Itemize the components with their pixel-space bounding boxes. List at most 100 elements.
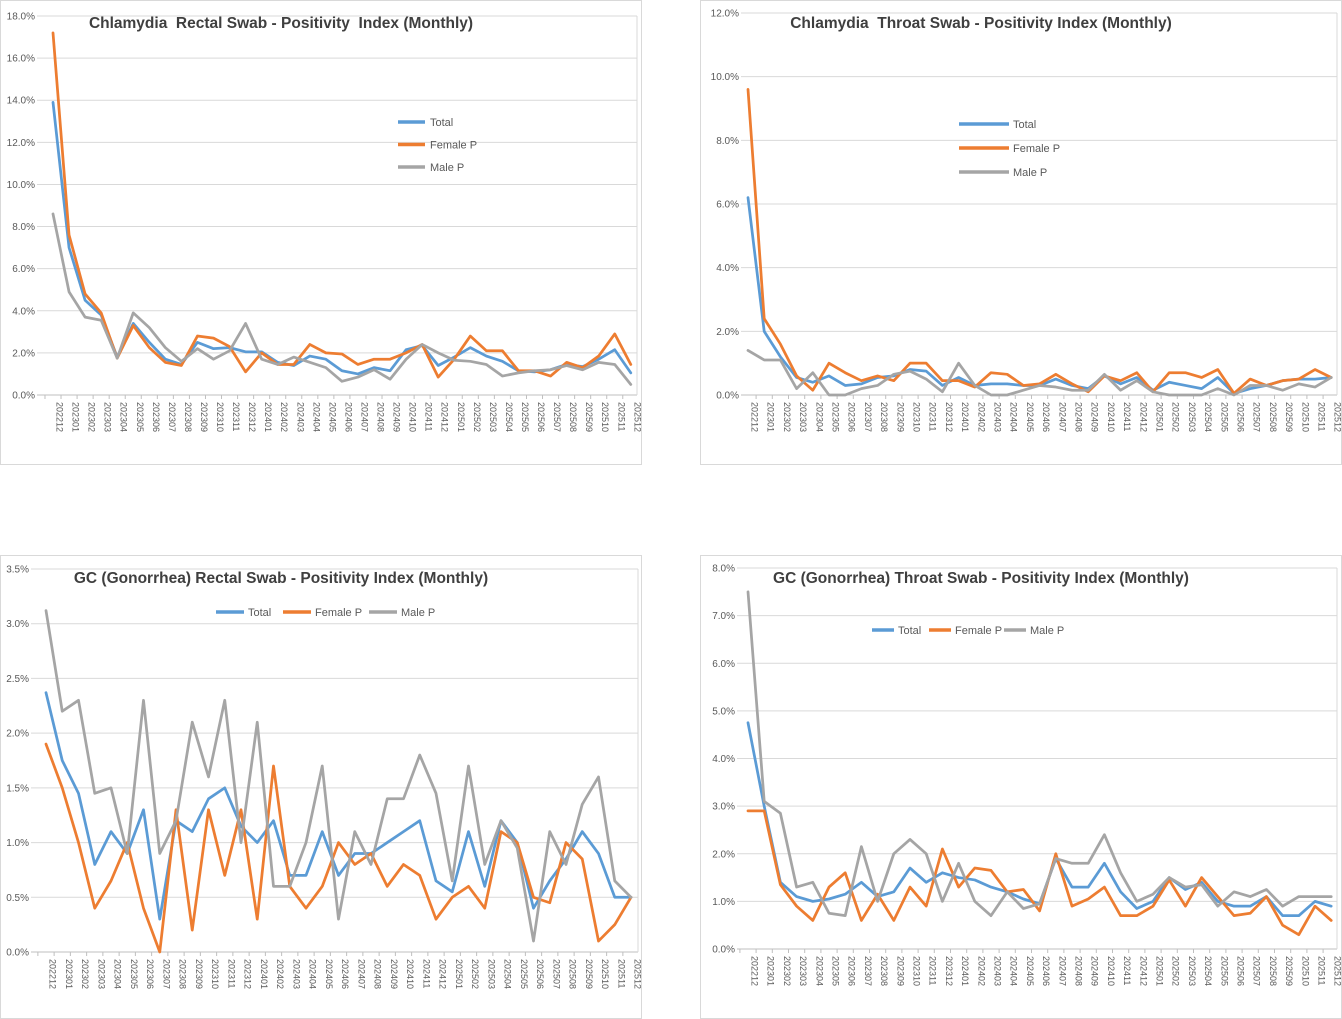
x-axis-tick-label: 202412 bbox=[438, 959, 448, 989]
y-axis-tick-label: 6.0% bbox=[12, 264, 35, 275]
x-axis-tick-label: 202302 bbox=[782, 956, 792, 986]
series-line-female-p bbox=[51, 31, 633, 379]
x-axis-tick-label: 202307 bbox=[167, 402, 177, 432]
x-axis-tick-label: 202301 bbox=[71, 402, 81, 432]
y-axis-tick-label: 18.0% bbox=[7, 12, 35, 23]
x-axis-tick-label: 202304 bbox=[814, 402, 824, 432]
x-axis-tick-label: 202506 bbox=[536, 402, 546, 432]
chart-title-chlamydia-rectal: Chlamydia Rectal Swab - Positivity Index… bbox=[88, 15, 474, 32]
x-axis-tick-label: 202503 bbox=[1187, 956, 1197, 986]
series-line-female-p bbox=[746, 809, 1333, 937]
x-axis-tick-label: 202408 bbox=[376, 402, 386, 432]
x-axis-tick-label: 202504 bbox=[1203, 402, 1213, 432]
chart-chlamydia-throat[interactable]: 0.0% 2.0% 4.0% 6.0% 8.0% 10.0% 12.0% 202212 2023… bbox=[700, 0, 1342, 465]
x-axis-tick-label: 202509 bbox=[584, 402, 594, 432]
x-axis-tick-label: 202404 bbox=[311, 402, 321, 432]
legend-label-total: Total bbox=[898, 625, 921, 637]
x-axis-tick-label: 202307 bbox=[863, 956, 873, 986]
x-axis-tick-label: 202311 bbox=[231, 402, 241, 431]
x-axis-tick-label: 202501 bbox=[456, 402, 466, 432]
chart-title-chlamydia-throat: Chlamydia Throat Swab - Positivity Index… bbox=[790, 15, 1172, 32]
x-axis-tick-label: 202304 bbox=[119, 402, 129, 432]
series-line-male-p bbox=[746, 349, 1333, 397]
x-axis-tick-label: 202404 bbox=[1009, 956, 1019, 986]
x-axis-tick-label: 202511 bbox=[616, 402, 626, 431]
x-axis-tick-label: 202505 bbox=[1219, 402, 1229, 432]
y-axis-tick-label: 6.0% bbox=[712, 659, 735, 670]
x-axis-tick-label: 202510 bbox=[600, 402, 610, 432]
x-axis-tick-label: 202212 bbox=[750, 402, 760, 432]
x-axis-tick-label: 202401 bbox=[960, 402, 970, 432]
x-axis-tick-label: 202403 bbox=[993, 402, 1003, 432]
x-axis-tick-label: 202403 bbox=[291, 959, 301, 989]
x-axis-tick-label: 202511 bbox=[1317, 402, 1327, 431]
x-axis-tick-label: 202302 bbox=[80, 959, 90, 989]
x-axis-tick-label: 202406 bbox=[1041, 402, 1051, 432]
x-axis-tick-label: 202404 bbox=[308, 959, 318, 989]
x-axis-tick-label: 202305 bbox=[831, 956, 841, 986]
y-axis-tick-label: 0.0% bbox=[12, 391, 35, 402]
chart-title-gc-throat: GC (Gonorrhea) Throat Swab - Positivity … bbox=[773, 570, 1189, 587]
x-axis-tick-label: 202308 bbox=[183, 402, 193, 432]
x-axis-tick-label: 202410 bbox=[408, 402, 418, 432]
legend-label-female-p: Female P bbox=[430, 140, 477, 152]
legend-label-male-p: Male P bbox=[401, 607, 435, 619]
x-axis-tick-label: 202405 bbox=[1025, 402, 1035, 432]
y-axis-tick-label: 3.0% bbox=[712, 802, 735, 813]
legend-label-male-p: Male P bbox=[1030, 625, 1064, 637]
y-axis-tick-label: 3.0% bbox=[6, 619, 29, 630]
series-line-total bbox=[746, 721, 1333, 918]
x-axis-tick-label: 202511 bbox=[616, 959, 626, 988]
x-axis-tick-label: 202303 bbox=[96, 959, 106, 989]
x-axis-tick-label: 202402 bbox=[275, 959, 285, 989]
x-axis-tick-label: 202508 bbox=[1268, 402, 1278, 432]
x-axis-tick-label: 202411 bbox=[424, 402, 434, 431]
x-axis-tick-label: 202403 bbox=[295, 402, 305, 432]
x-axis-tick-label: 202308 bbox=[879, 402, 889, 432]
y-axis-tick-label: 8.0% bbox=[12, 222, 35, 233]
x-axis-tick-label: 202509 bbox=[1284, 956, 1294, 986]
chart-gc-rectal[interactable]: 0.0% 0.5% 1.0% 1.5% 2.0% 2.5% 3.0% 3.5% 202212 20… bbox=[0, 555, 642, 1019]
y-axis-tick-label: 0.0% bbox=[712, 945, 735, 956]
x-axis-tick-label: 202504 bbox=[503, 959, 513, 989]
y-axis-tick-label: 4.0% bbox=[716, 263, 739, 274]
x-axis-tick-label: 202409 bbox=[1090, 956, 1100, 986]
x-axis-tick-label: 202405 bbox=[324, 959, 334, 989]
x-axis-tick-label: 202305 bbox=[129, 959, 139, 989]
x-axis-tick-label: 202312 bbox=[247, 402, 257, 432]
x-axis-tick-label: 202502 bbox=[470, 959, 480, 989]
x-axis-tick-label: 202501 bbox=[1155, 956, 1165, 986]
x-axis-tick-label: 202401 bbox=[960, 956, 970, 986]
x-axis-tick-label: 202301 bbox=[766, 956, 776, 986]
x-axis-tick-label: 202310 bbox=[912, 956, 922, 986]
y-axis-tick-label: 3.5% bbox=[6, 565, 29, 576]
x-axis-tick-label: 202305 bbox=[135, 402, 145, 432]
gc-rectal-plot-area: 0.0% 0.5% 1.0% 1.5% 2.0% 2.5% 3.0% 3.5% 202212 20… bbox=[6, 565, 641, 990]
x-axis-tick-label: 202509 bbox=[584, 959, 594, 989]
x-axis-tick-label: 202507 bbox=[552, 402, 562, 432]
x-axis-tick-label: 202512 bbox=[632, 402, 641, 432]
x-axis-tick-label: 202405 bbox=[1025, 956, 1035, 986]
x-axis-tick-label: 202507 bbox=[1252, 402, 1262, 432]
series-line-female-p bbox=[746, 88, 1333, 395]
series-line-total bbox=[44, 691, 633, 921]
x-axis-tick-label: 202306 bbox=[847, 402, 857, 432]
x-axis-tick-label: 202308 bbox=[879, 956, 889, 986]
chart-chlamydia-rectal[interactable]: 0.0% 2.0% 4.0% 6.0% 8.0% 10.0% 12.0% 14.0% 16.0%… bbox=[0, 0, 642, 465]
x-axis-tick-label: 202301 bbox=[766, 402, 776, 432]
series-line-male-p bbox=[51, 212, 633, 386]
x-axis-tick-label: 202409 bbox=[1090, 402, 1100, 432]
legend-label-female-p: Female P bbox=[1013, 143, 1060, 155]
legend-label-female-p: Female P bbox=[955, 625, 1002, 637]
y-axis-tick-label: 5.0% bbox=[712, 706, 735, 717]
chart-gc-throat[interactable]: 0.0% 1.0% 2.0% 3.0% 4.0% 5.0% 6.0% 7.0% 8.0% 2022… bbox=[700, 555, 1342, 1019]
x-axis-tick-label: 202312 bbox=[243, 959, 253, 989]
series-line-male-p bbox=[44, 609, 633, 943]
x-axis-tick-label: 202508 bbox=[1268, 956, 1278, 986]
y-axis-tick-label: 0.0% bbox=[716, 391, 739, 402]
legend-label-male-p: Male P bbox=[1013, 167, 1047, 179]
x-axis-tick-label: 202311 bbox=[928, 956, 938, 985]
x-axis-tick-label: 202508 bbox=[568, 402, 578, 432]
x-axis-tick-label: 202308 bbox=[178, 959, 188, 989]
